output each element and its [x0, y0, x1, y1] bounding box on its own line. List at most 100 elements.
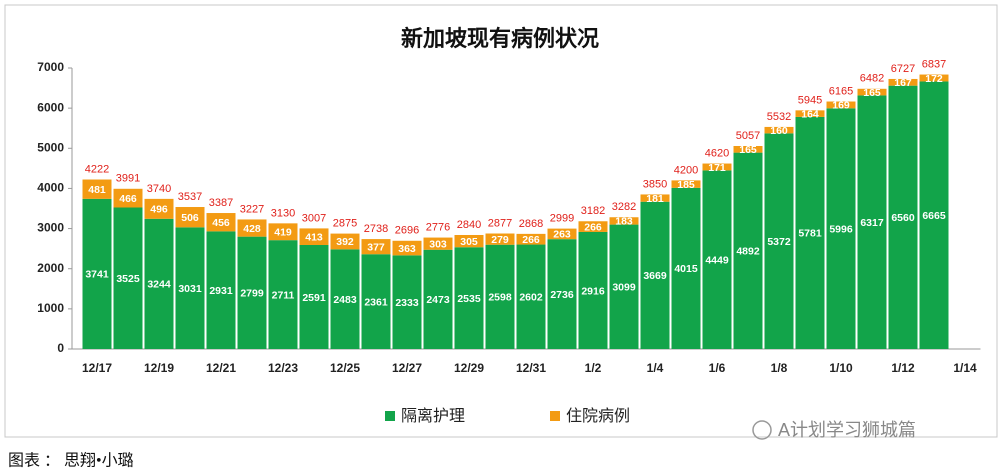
value-label: 481: [88, 184, 106, 196]
value-label: 181: [646, 193, 664, 205]
bar-segment: [733, 152, 763, 349]
x-tick-label: 12/25: [330, 361, 360, 375]
y-tick-label: 3000: [37, 221, 64, 235]
value-label: 428: [243, 223, 261, 235]
bar-segment: [547, 228, 577, 240]
value-label: 466: [119, 193, 137, 205]
bar-segment: [888, 78, 918, 86]
total-label: 2875: [333, 217, 357, 229]
bar-segment: [888, 85, 918, 350]
watermark-icon: [752, 420, 772, 440]
value-label: 185: [677, 179, 695, 191]
bar-segment: [361, 239, 391, 255]
value-label: 392: [336, 236, 354, 248]
chart-title: 新加坡现有病例状况: [401, 26, 599, 51]
bar-segment: [330, 233, 360, 250]
value-label: 2602: [519, 292, 543, 304]
legend-label: 住院病例: [566, 407, 630, 425]
total-label: 6837: [922, 58, 946, 70]
value-label: 3525: [116, 273, 140, 285]
value-label: 5781: [798, 228, 822, 240]
value-label: 171: [708, 162, 726, 174]
bar-segment: [82, 179, 112, 199]
total-label: 6165: [829, 85, 853, 97]
value-label: 3244: [147, 279, 171, 291]
bar-segment: [392, 240, 422, 256]
total-label: 4222: [85, 163, 109, 175]
total-label: 6482: [860, 73, 884, 85]
x-tick-label: 1/6: [709, 361, 726, 375]
bar-segment: [640, 194, 670, 202]
y-tick-label: 0: [57, 341, 64, 355]
total-label: 3387: [209, 197, 233, 209]
value-label: 160: [770, 125, 788, 137]
value-label: 496: [150, 204, 168, 216]
legend-swatch: [385, 411, 395, 421]
value-label: 413: [305, 231, 323, 243]
credit: 图表 ： 思翔•小璐: [8, 452, 134, 470]
total-label: 3991: [116, 173, 140, 185]
value-label: 2799: [240, 288, 264, 300]
x-tick-label: 12/29: [454, 361, 484, 375]
total-label: 2696: [395, 225, 419, 237]
value-label: 165: [863, 87, 881, 99]
bar-segment: [237, 236, 267, 349]
bar-segment: [733, 145, 763, 153]
bar-segment: [82, 198, 112, 349]
total-label: 2877: [488, 217, 512, 229]
bar-segment: [485, 233, 515, 245]
bar-segment: [578, 221, 608, 232]
bar-segment: [485, 244, 515, 349]
total-label: 5057: [736, 130, 760, 142]
value-label: 3031: [178, 283, 202, 295]
total-label: 5945: [798, 94, 822, 106]
bar-segment: [268, 240, 298, 349]
value-label: 2916: [581, 285, 605, 297]
value-label: 4892: [736, 246, 760, 258]
bar-segment: [609, 217, 639, 225]
bar-segment: [423, 237, 453, 250]
value-label: 2473: [426, 294, 450, 306]
value-label: 456: [212, 217, 230, 229]
bar-segment: [268, 223, 298, 241]
x-tick-label: 12/21: [206, 361, 236, 375]
y-tick-label: 1000: [37, 301, 64, 315]
total-label: 3537: [178, 191, 202, 203]
bar-segment: [516, 233, 546, 245]
value-label: 2361: [364, 296, 388, 308]
bar-segment: [206, 213, 236, 232]
total-label: 3740: [147, 183, 171, 195]
value-label: 2591: [302, 292, 326, 304]
value-label: 6317: [860, 217, 884, 229]
value-label: 2736: [550, 289, 574, 301]
total-label: 6727: [891, 63, 915, 75]
value-label: 167: [894, 77, 912, 89]
value-label: 6665: [922, 210, 946, 222]
x-tick-label: 12/23: [268, 361, 298, 375]
total-label: 2738: [364, 223, 388, 235]
value-label: 4015: [674, 263, 698, 275]
value-label: 2333: [395, 297, 419, 309]
watermark: A计划学习狮城篇: [752, 420, 916, 440]
value-label: 3099: [612, 282, 636, 294]
y-tick-label: 7000: [37, 60, 64, 74]
value-label: 363: [398, 243, 416, 255]
bar-segment: [826, 108, 856, 349]
total-label: 2776: [426, 221, 450, 233]
bar-segment: [795, 110, 825, 117]
y-tick-label: 5000: [37, 140, 64, 154]
value-label: 266: [522, 234, 540, 246]
bar-segment: [826, 101, 856, 109]
value-label: 2535: [457, 293, 481, 305]
bar-segment: [392, 255, 422, 349]
value-label: 305: [460, 236, 478, 248]
bar-segment: [857, 88, 887, 96]
value-label: 266: [584, 221, 602, 233]
bar-segment: [857, 95, 887, 349]
bar-segment: [144, 198, 174, 219]
x-tick-label: 1/2: [585, 361, 602, 375]
total-label: 3227: [240, 203, 264, 215]
watermark-text: A计划学习狮城篇: [778, 420, 916, 440]
bar-segment: [237, 219, 267, 237]
bar-segment: [516, 244, 546, 349]
